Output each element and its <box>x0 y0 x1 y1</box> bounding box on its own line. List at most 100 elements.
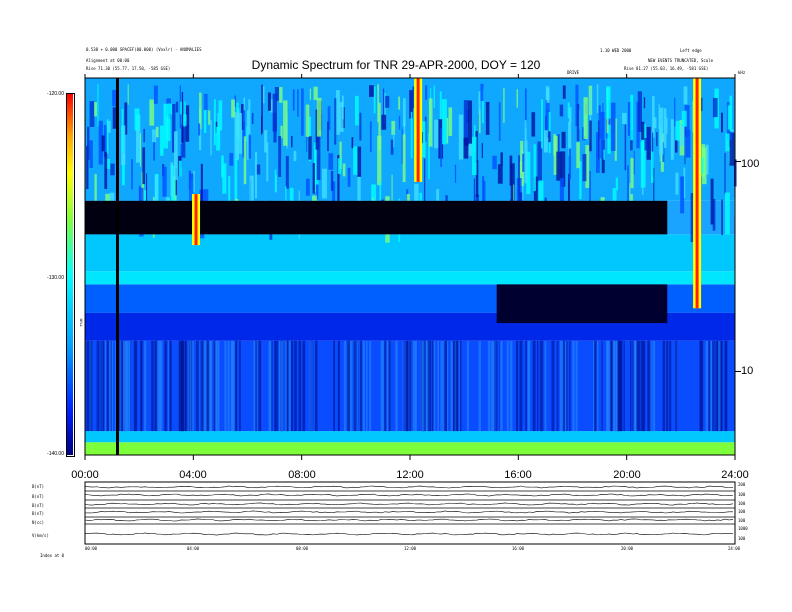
spectrum-texture <box>380 340 383 432</box>
spectrum-texture <box>288 340 290 432</box>
spectrum-texture <box>313 141 319 185</box>
spectrum-texture <box>218 100 223 131</box>
spectrum-texture <box>266 142 269 182</box>
spectrum-texture <box>285 156 289 189</box>
spectrum-texture <box>289 187 294 206</box>
spectrum-texture <box>89 101 95 128</box>
spectrum-texture <box>403 340 405 432</box>
spectrum-texture <box>725 133 730 152</box>
spectrum-texture <box>705 340 709 432</box>
panel-trace <box>84 510 734 514</box>
colorbar-tick-mid: -130.00 <box>47 275 64 281</box>
spectrum-texture <box>627 165 629 207</box>
spectrum-texture <box>143 128 146 143</box>
spectrum-texture <box>572 340 575 432</box>
spectrum-texture <box>560 151 566 187</box>
spectrum-texture <box>251 112 254 125</box>
spectrum-texture <box>662 142 665 162</box>
spectrum-texture <box>285 340 288 432</box>
spectrum-texture <box>606 340 610 432</box>
spectrum-texture <box>151 340 154 432</box>
spectrum-texture <box>729 132 735 166</box>
spectrum-texture <box>518 161 524 186</box>
spectrum-texture <box>433 85 435 109</box>
spectrum-texture <box>369 340 372 432</box>
spectrum-texture <box>233 340 236 432</box>
spectrum-texture <box>424 340 426 432</box>
lower-x-0: 00:00 <box>85 546 98 551</box>
spectrum-texture <box>412 340 416 432</box>
burst-core <box>695 78 699 309</box>
spectrum-texture <box>167 103 173 115</box>
spectrum-texture <box>541 99 543 149</box>
spectrum-texture <box>615 177 618 191</box>
spectrum-texture <box>101 135 105 152</box>
spectrum-texture <box>548 131 551 143</box>
spectrum-texture <box>339 101 344 132</box>
spectrum-texture <box>103 124 107 157</box>
spectrum-texture <box>163 103 169 149</box>
spectrum-texture <box>684 105 690 137</box>
spectrum-texture <box>585 145 590 188</box>
spectrum-texture <box>553 135 559 175</box>
spectrum-texture <box>377 135 382 186</box>
spectrum-texture <box>368 85 374 97</box>
spectrum-texture <box>423 158 426 204</box>
spectrum-texture <box>230 340 234 432</box>
spectrum-texture <box>421 121 426 158</box>
spectrum-texture <box>725 340 727 432</box>
spectrum-texture <box>527 340 531 432</box>
spectrum-texture <box>169 340 172 432</box>
spectrum-texture <box>712 97 718 118</box>
spectrum-texture <box>131 159 133 190</box>
spectrum-texture <box>133 340 136 432</box>
spectrum-texture <box>311 340 313 432</box>
spectrum-texture <box>450 340 452 432</box>
spectrum-texture <box>629 183 631 206</box>
header-right-line3: Rise 81.27 (55.03, 16.49, -581 GSE) <box>624 66 709 71</box>
spectrum-texture <box>153 85 158 104</box>
spectrum-texture <box>712 198 716 231</box>
spectrum-texture <box>208 110 211 125</box>
spectrum-texture <box>86 145 89 190</box>
spectrum-texture <box>106 340 109 432</box>
spectrum-texture <box>381 340 385 432</box>
spectrum-texture <box>700 340 704 432</box>
spectrum-texture <box>203 340 207 432</box>
spectrum-texture <box>127 84 129 105</box>
spectrum-texture <box>353 146 358 175</box>
spectrum-texture <box>371 184 377 217</box>
header-left-line1: 0.538 + 0.000 SPACEF(00.000) (Voxlr) - A… <box>86 47 202 52</box>
spectrum-texture <box>444 340 448 432</box>
spectrum-texture <box>183 340 185 432</box>
spectrum-texture <box>391 120 396 135</box>
spectrum-texture <box>222 163 227 194</box>
spectrum-texture <box>285 186 287 212</box>
spectrum-texture <box>178 340 180 432</box>
spectrum-texture <box>110 340 112 432</box>
spectrum-texture <box>457 340 461 432</box>
spectrum-texture <box>618 340 622 432</box>
spectrum-texture <box>316 135 321 181</box>
spectrum-texture <box>533 176 538 207</box>
spectrum-texture <box>699 97 703 112</box>
spectrum-texture <box>359 112 362 141</box>
spectrum-texture <box>243 136 247 185</box>
spectrum-texture <box>383 340 386 432</box>
spectrum-texture <box>509 340 513 432</box>
spectrum-texture <box>264 130 268 153</box>
spectrum-texture <box>267 92 272 111</box>
spectrum-texture <box>649 340 652 432</box>
spectrum-texture <box>454 164 457 183</box>
spectrum-texture <box>242 110 246 158</box>
spectrum-texture <box>612 340 615 432</box>
spectrum-texture <box>424 116 427 142</box>
spectrum-texture <box>142 147 146 185</box>
lower-x-3: 12:00 <box>404 546 417 551</box>
spectrum-texture <box>567 102 570 119</box>
spectrum-texture <box>719 340 722 432</box>
spectrum-texture <box>234 95 237 108</box>
spectrum-texture <box>89 140 93 168</box>
spectrum-texture <box>479 109 481 134</box>
x-tick-0: 00:00 <box>71 469 99 481</box>
